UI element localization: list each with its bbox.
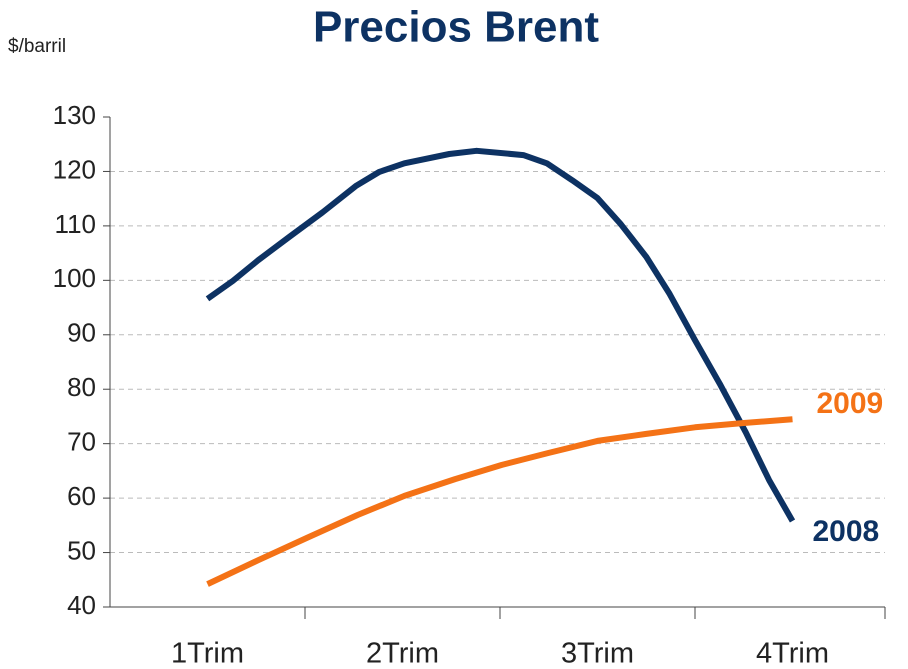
chart-title: Precios Brent — [313, 3, 599, 52]
y-axis-label: $/barril — [8, 36, 66, 57]
y-tick-label: 120 — [53, 154, 96, 184]
y-tick-label: 100 — [53, 263, 96, 293]
series-line — [206, 416, 793, 587]
x-tick-label: 1Trim — [171, 638, 244, 669]
y-tick-label: 110 — [55, 209, 96, 239]
y-tick-label: 70 — [67, 427, 96, 457]
y-tick-label: 60 — [67, 481, 96, 511]
series-line — [205, 147, 796, 523]
y-tick-label: 130 — [53, 100, 96, 130]
x-tick-label: 2Trim — [366, 638, 439, 669]
x-tick-label: 3Trim — [561, 638, 634, 669]
y-tick-label: 50 — [67, 535, 96, 565]
series-end-label: 2009 — [817, 387, 884, 420]
y-tick-label: 80 — [67, 372, 96, 402]
y-tick-label: 40 — [67, 590, 96, 620]
x-tick-label: 4Trim — [756, 638, 829, 669]
y-tick-label: 90 — [67, 318, 96, 348]
series-end-label: 2008 — [813, 515, 880, 548]
